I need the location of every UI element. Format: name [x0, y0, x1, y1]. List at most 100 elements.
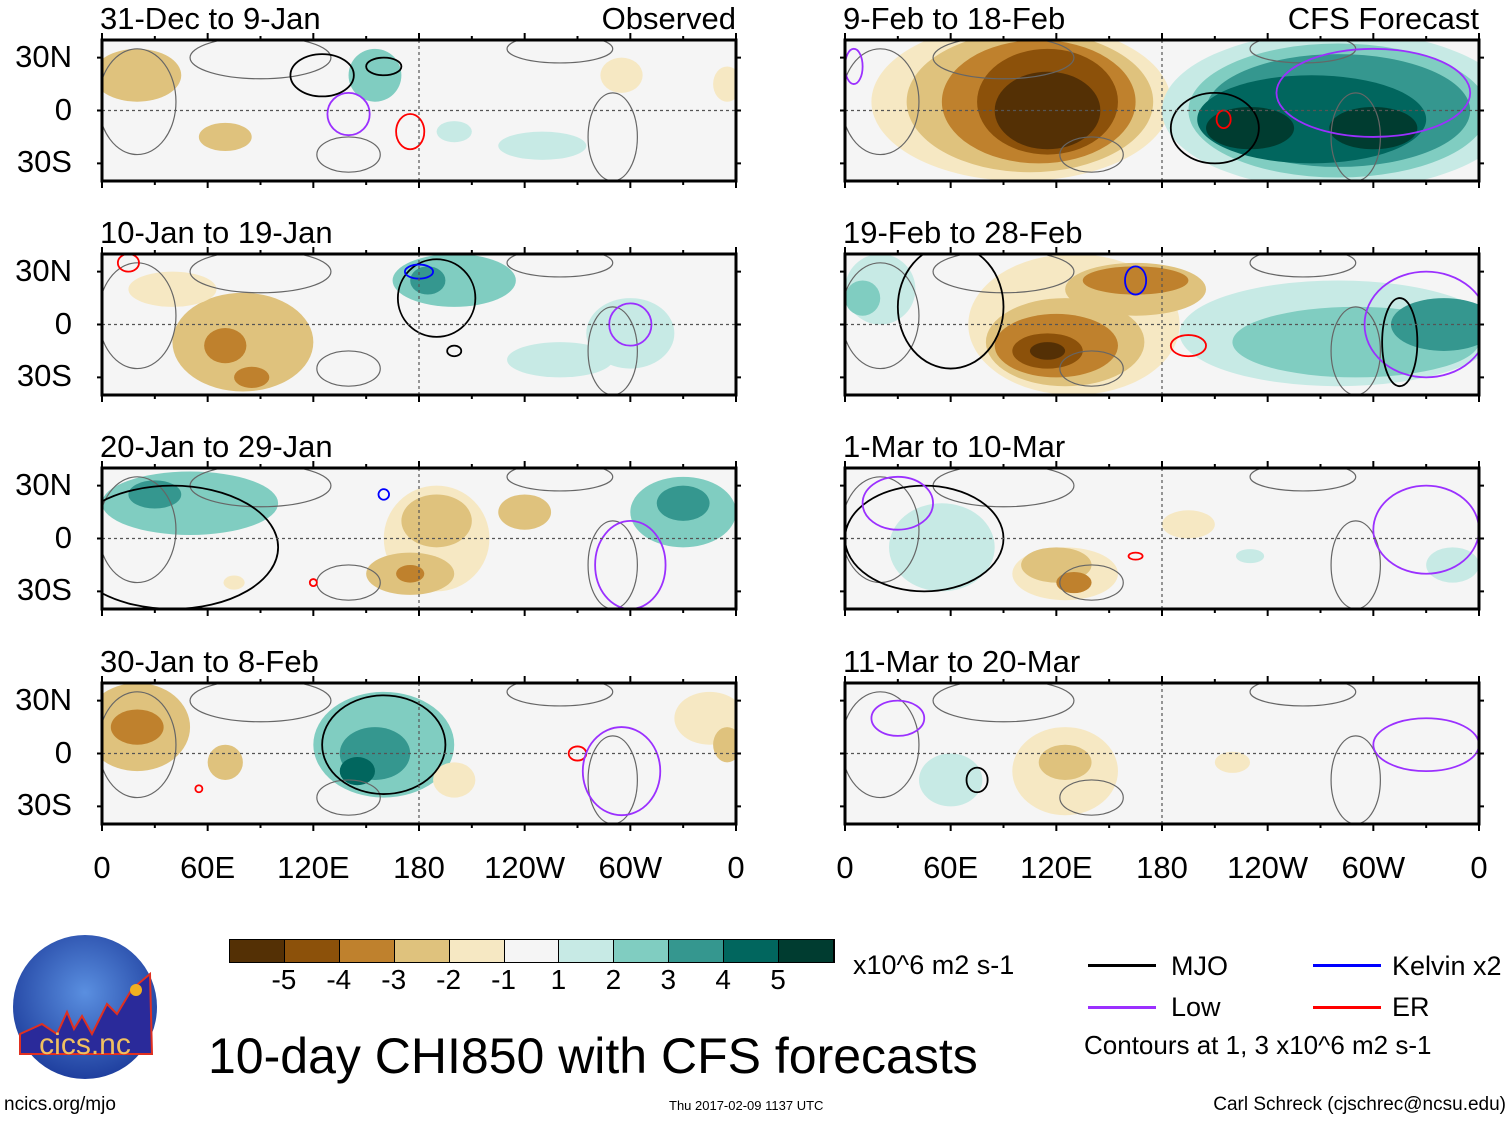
continent-outline	[587, 306, 638, 395]
contour-mjo	[896, 254, 1005, 370]
panel-title: 10-Jan to 19-Jan	[100, 215, 333, 250]
continent-outline	[316, 136, 381, 173]
continent-outline	[587, 92, 638, 181]
colorbar-swatch	[339, 940, 395, 962]
lon-label: 0	[1470, 850, 1488, 885]
anomaly-region	[889, 503, 995, 592]
colorbar-tick-label: -3	[381, 964, 407, 995]
colorbar-swatch	[504, 940, 560, 962]
panel-frame	[843, 466, 1481, 611]
cics-logo: cics.nc	[13, 935, 157, 1079]
contour-low	[845, 47, 864, 85]
continent-outline	[102, 691, 177, 799]
continent-outline	[506, 468, 614, 492]
lat-label: 30S	[16, 572, 72, 607]
website-link[interactable]: ncics.org/mjo	[4, 1094, 116, 1115]
colorbar-units: x10^6 m2 s-1	[853, 950, 1015, 980]
contour-mjo	[365, 56, 403, 77]
contour-low	[1363, 270, 1479, 379]
continent-outline	[932, 40, 1075, 80]
contour-kelvin	[1124, 265, 1148, 296]
continent-outline	[506, 40, 614, 64]
panel-title: 11-Mar to 20-Mar	[843, 644, 1081, 679]
contour-mjo	[446, 344, 463, 358]
anomaly-region	[128, 271, 217, 307]
anomaly-region	[713, 66, 736, 102]
colorbar-tick-label: -2	[436, 964, 462, 995]
lon-label: 120E	[277, 850, 350, 885]
anomaly-region	[433, 762, 476, 798]
anomaly-region	[207, 744, 243, 780]
lat-label: 30N	[15, 682, 72, 717]
colorbar-swatch	[394, 940, 450, 962]
lat-label: 30N	[15, 467, 72, 502]
contour-low	[1372, 484, 1479, 575]
lat-label: 30S	[16, 144, 72, 179]
anomaly-region	[507, 342, 613, 378]
colorbar-tick-label: 5	[770, 964, 786, 995]
continent-outline	[1249, 254, 1357, 278]
contour-mjo	[321, 694, 447, 795]
lon-label: 120W	[484, 850, 566, 885]
contour-mjo	[396, 258, 477, 338]
continent-outline	[845, 262, 920, 370]
lon-label: 60E	[923, 850, 979, 885]
figure-title: 10-day CHI850 with CFS forecasts	[208, 1028, 978, 1084]
contour-mjo	[1169, 91, 1260, 165]
colorbar-tick-label: -1	[491, 964, 516, 995]
lon-label: 120E	[1020, 850, 1093, 885]
anomaly-region	[1029, 342, 1066, 360]
panel-source-label: Observed	[601, 1, 736, 36]
colorbar-swatch	[779, 940, 834, 962]
anomaly-region	[656, 485, 710, 521]
anomaly-region	[223, 575, 245, 590]
anomaly-region	[410, 266, 446, 295]
anomaly-region	[128, 480, 182, 509]
anomaly-region	[845, 280, 881, 316]
legend-line-mjo	[1088, 964, 1156, 967]
continent-outline	[1249, 683, 1357, 707]
contour-low	[870, 699, 926, 737]
continent-outline	[845, 691, 920, 799]
panel-title: 20-Jan to 29-Jan	[100, 429, 333, 464]
continent-outline	[932, 254, 1075, 294]
legend-label-kelvin: Kelvin x2	[1392, 951, 1502, 981]
lat-label: 30S	[16, 358, 72, 393]
colorbar-tick-label: 4	[715, 964, 731, 995]
continent-outline	[1059, 779, 1124, 816]
contour-mjo	[102, 484, 279, 609]
anomaly-region	[498, 494, 552, 530]
lat-label: 30N	[15, 253, 72, 288]
panel-frame	[100, 38, 738, 183]
contour-er	[116, 254, 140, 273]
lon-label: 0	[836, 850, 854, 885]
legend-line-er	[1313, 1006, 1381, 1009]
continent-outline	[316, 350, 381, 387]
panel-title: 1-Mar to 10-Mar	[843, 429, 1066, 464]
panel-frame	[843, 252, 1481, 397]
continent-outline	[1059, 136, 1124, 173]
continent-outline	[845, 48, 920, 156]
continent-outline	[189, 683, 332, 723]
anomaly-region	[1162, 510, 1215, 539]
continent-outline	[316, 779, 381, 816]
anomaly-region	[436, 121, 472, 143]
map-panel	[97, 33, 741, 188]
continent-outline	[102, 262, 177, 370]
continent-outline	[1249, 468, 1357, 492]
continent-outline	[506, 683, 614, 707]
colorbar-tick-label: 2	[605, 964, 622, 995]
continent-outline	[1330, 735, 1381, 824]
anomaly-region	[918, 753, 983, 807]
anomaly-region	[401, 494, 472, 548]
anomaly-region	[994, 71, 1101, 150]
colorbar-swatch	[230, 940, 285, 962]
contour-note: Contours at 1, 3 x10^6 m2 s-1	[1084, 1030, 1432, 1060]
anomaly-region	[713, 727, 736, 763]
legend-line-kelvin	[1313, 964, 1381, 967]
colorbar-tick-label: -4	[326, 964, 352, 995]
anomaly-region	[110, 709, 164, 745]
map-panel	[840, 247, 1484, 402]
lon-label: 60W	[598, 850, 663, 885]
